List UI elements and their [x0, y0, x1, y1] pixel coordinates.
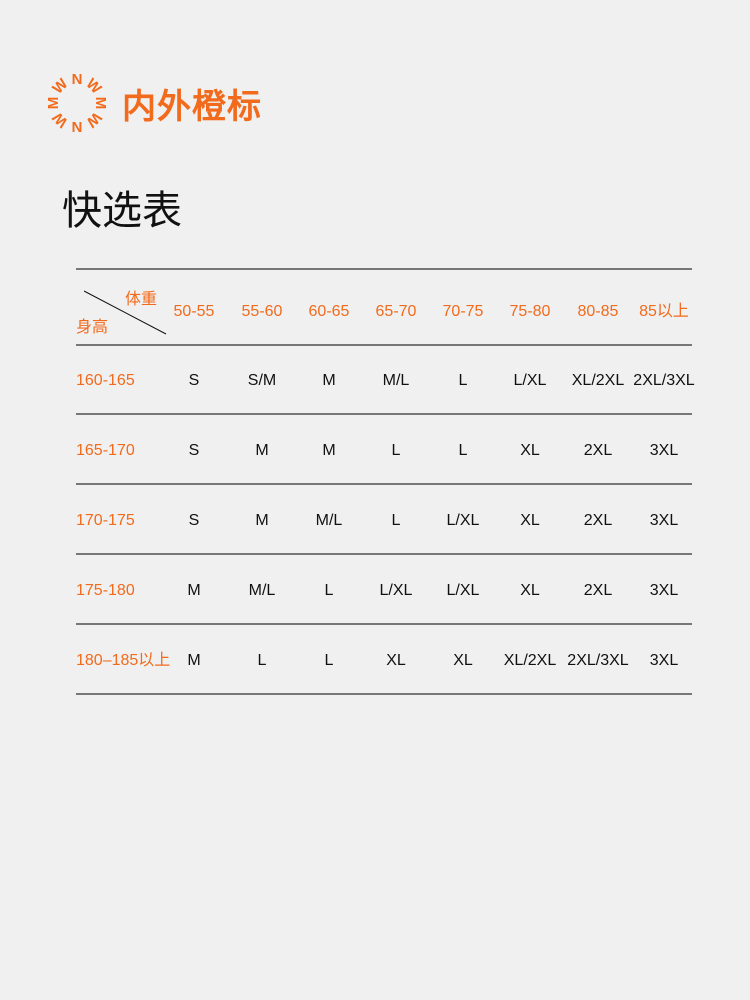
row-label: 175-180	[76, 582, 135, 599]
column-header: 65-70	[375, 303, 417, 320]
logo-letter: M	[45, 97, 62, 110]
column-header: 75-80	[509, 303, 551, 320]
column-header: 60-65	[308, 303, 350, 320]
column-header: 80-85	[577, 303, 619, 320]
size-cell: XL	[520, 512, 540, 529]
size-cell: M	[322, 372, 336, 389]
size-cell: L/XL	[513, 372, 547, 389]
column-header: 55-60	[241, 303, 283, 320]
corner-diagonal	[84, 290, 167, 335]
size-cell: L	[458, 372, 468, 389]
row-label: 180–185以上	[76, 652, 171, 669]
size-cell: 2XL/3XL	[567, 652, 629, 669]
size-cell: L	[391, 442, 401, 459]
table-divider	[76, 693, 692, 695]
size-cell: S	[188, 442, 200, 459]
size-cell: XL	[386, 652, 406, 669]
size-cell: L	[324, 652, 334, 669]
row-label: 170-175	[76, 512, 135, 529]
logo-letter: M	[92, 97, 109, 110]
logo-letter: N	[72, 118, 83, 135]
page-title: 快选表	[62, 188, 182, 234]
column-header: 70-75	[442, 303, 484, 320]
logo-letter: N	[72, 71, 83, 88]
size-cell: 2XL	[583, 582, 613, 599]
size-cell: XL	[520, 442, 540, 459]
table-divider	[76, 553, 692, 555]
size-cell: XL	[520, 582, 540, 599]
size-cell: M	[322, 442, 336, 459]
size-cell: S	[188, 512, 200, 529]
size-cell: M/L	[315, 512, 343, 529]
size-cell: 3XL	[649, 582, 679, 599]
size-cell: XL	[453, 652, 473, 669]
size-cell: L/XL	[379, 582, 413, 599]
size-cell: M	[187, 582, 201, 599]
table-divider	[76, 413, 692, 415]
brand-name: 内外橙标	[122, 86, 262, 127]
size-cell: M	[255, 442, 269, 459]
table-divider	[76, 623, 692, 625]
size-cell: L/XL	[446, 512, 480, 529]
size-cell: S/M	[247, 372, 277, 389]
size-cell: XL/2XL	[571, 372, 625, 389]
column-header: 85以上	[639, 303, 689, 320]
size-cell: M	[255, 512, 269, 529]
row-label: 165-170	[76, 442, 135, 459]
size-cell: 2XL	[583, 512, 613, 529]
size-cell: L	[458, 442, 468, 459]
size-cell: L	[391, 512, 401, 529]
table-divider	[76, 344, 692, 346]
size-cell: L	[257, 652, 267, 669]
column-header: 50-55	[173, 303, 215, 320]
size-cell: 3XL	[649, 512, 679, 529]
size-cell: L	[324, 582, 334, 599]
size-cell: 3XL	[649, 652, 679, 669]
table-divider	[76, 483, 692, 485]
size-cell: M/L	[248, 582, 276, 599]
size-cell: M/L	[382, 372, 410, 389]
corner-height-label: 身高	[76, 319, 109, 336]
size-cell: 2XL	[583, 442, 613, 459]
row-label: 160-165	[76, 372, 135, 389]
logo-letter: W	[49, 75, 72, 98]
size-cell: M	[187, 652, 201, 669]
logo-letter: W	[49, 108, 72, 131]
size-cell: L/XL	[446, 582, 480, 599]
table-divider	[76, 268, 692, 270]
logo-letter: W	[83, 75, 106, 98]
corner-weight-label: 体重	[125, 291, 158, 308]
size-cell: 2XL/3XL	[633, 372, 695, 389]
logo-letter: W	[82, 109, 105, 132]
size-cell: S	[188, 372, 200, 389]
size-cell: XL/2XL	[503, 652, 557, 669]
size-cell: 3XL	[649, 442, 679, 459]
